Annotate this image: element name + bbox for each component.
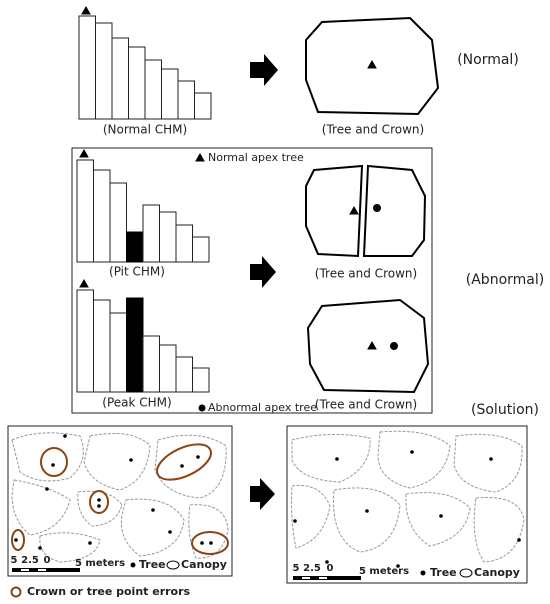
case-label: (Abnormal) (466, 272, 544, 288)
error-legend: Crown or tree point errors (27, 585, 191, 598)
scale-unit: 5 meters (359, 566, 409, 577)
legend-tree: Tree (430, 566, 457, 579)
scale-tick: 5 (293, 563, 300, 574)
normal-chm (78, 5, 212, 120)
legend-normal: Normal apex tree (208, 151, 304, 164)
scale-tick: 2.5 (303, 563, 321, 574)
scale-tick: 5 (11, 555, 18, 566)
arrow (250, 478, 275, 510)
abnormal-box (71, 147, 433, 414)
scale-tick: 0 (44, 555, 51, 566)
map-right-labels: 5 2.5 0 5 meters Tree Canopy (293, 563, 520, 579)
arrow (250, 256, 276, 288)
scale-tick: 2.5 (21, 555, 39, 566)
pit-label: (Pit CHM) (109, 265, 165, 279)
pit-crown-label: (Tree and Crown) (315, 267, 417, 281)
legend-abnormal: Abnormal apex tree (208, 401, 317, 414)
peak-chm (76, 278, 210, 393)
map-left (7, 425, 233, 577)
peak-crown-label: (Tree and Crown) (315, 398, 417, 412)
map-right (286, 425, 528, 584)
scale-unit: 5 meters (75, 558, 125, 569)
error-icon (10, 586, 22, 598)
case-label: (Solution) (471, 402, 539, 418)
pit-chm (76, 148, 210, 263)
legend-tree: Tree (139, 558, 166, 571)
arrow (250, 54, 278, 86)
crown (305, 16, 440, 116)
scale-tick: 0 (327, 563, 334, 574)
case-label: (Normal) (457, 52, 519, 68)
peak-label: (Peak CHM) (102, 396, 171, 410)
map-left-labels: 5 2.5 0 5 meters Tree Canopy (11, 555, 227, 571)
chm-label: (Normal CHM) (103, 123, 187, 137)
legend-canopy: Canopy (181, 558, 227, 571)
crown-label: (Tree and Crown) (322, 123, 424, 137)
legend-canopy: Canopy (474, 566, 520, 579)
